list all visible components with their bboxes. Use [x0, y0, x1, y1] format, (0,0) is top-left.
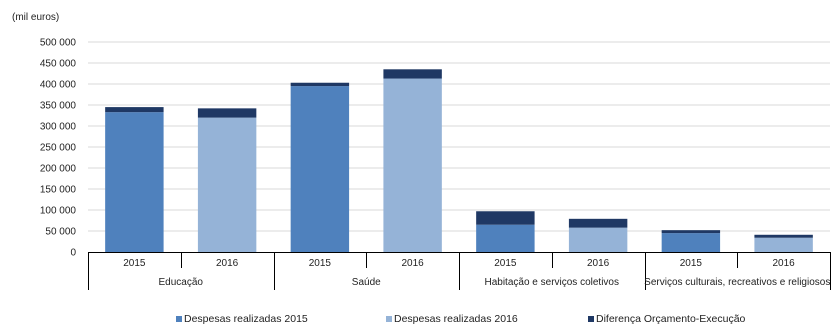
y-tick-label: 150 000 — [40, 185, 77, 196]
bar-despesas-2016 — [383, 78, 442, 252]
y-tick-label: 450 000 — [40, 59, 77, 70]
x-group-label: Habitação e serviços coletivos — [484, 277, 619, 288]
x-group-label: Saúde — [352, 277, 381, 288]
y-tick-label: 100 000 — [40, 206, 77, 217]
legend-label: Despesas realizadas 2016 — [394, 313, 518, 325]
bar-despesas-2015 — [476, 224, 535, 252]
legend-label: Despesas realizadas 2015 — [184, 313, 308, 325]
bar-diferenca — [105, 107, 164, 113]
legend-swatch — [176, 316, 182, 322]
legend-swatch — [386, 316, 392, 322]
bar-diferenca — [290, 82, 350, 87]
legend-label: Diferença Orçamento-Execução — [596, 313, 746, 325]
bar-diferenca — [661, 230, 721, 234]
unit-label: (mil euros) — [12, 12, 59, 23]
legend: Despesas realizadas 2015 Despesas realiza… — [176, 313, 746, 325]
bar-diferenca — [197, 108, 257, 118]
y-tick-label: 500 000 — [40, 38, 77, 49]
x-tick-year: 2015 — [309, 258, 332, 269]
y-tick-label: 50 000 — [45, 227, 76, 238]
x-group-label: Serviços culturais, recreativos e religi… — [644, 277, 830, 288]
x-group-label: Educação — [159, 277, 204, 288]
bars — [105, 69, 813, 252]
x-tick-year: 2016 — [773, 258, 796, 269]
y-tick-label: 300 000 — [40, 122, 77, 133]
y-tick-label: 400 000 — [40, 80, 77, 91]
y-axis-ticks: 500 000 450 000 400 000 350 000 300 000 250 0… — [40, 38, 77, 259]
x-tick-year: 2015 — [123, 258, 146, 269]
bar-diferenca — [476, 211, 535, 225]
x-tick-year: 2016 — [402, 258, 425, 269]
y-tick-label: 350 000 — [40, 101, 77, 112]
y-tick-label: 0 — [70, 248, 76, 259]
bar-despesas-2015 — [661, 233, 721, 252]
y-tick-label: 250 000 — [40, 143, 77, 154]
bar-despesas-2015 — [105, 112, 164, 252]
bar-despesas-2016 — [568, 227, 628, 252]
x-tick-year: 2015 — [680, 258, 703, 269]
bar-diferenca — [754, 234, 813, 238]
bar-diferenca — [568, 218, 628, 228]
x-tick-year: 2016 — [587, 258, 610, 269]
bar-despesas-2016 — [754, 237, 813, 252]
x-tick-year: 2015 — [494, 258, 517, 269]
bar-despesas-2015 — [290, 86, 350, 252]
x-tick-year: 2016 — [216, 258, 239, 269]
legend-swatch — [588, 316, 594, 322]
y-tick-label: 200 000 — [40, 164, 77, 175]
x-axis: 2015 2016 2015 2016 2015 2016 2015 2016 Educação… — [88, 252, 831, 290]
bar-diferenca — [383, 69, 442, 79]
bar-despesas-2016 — [197, 117, 257, 252]
